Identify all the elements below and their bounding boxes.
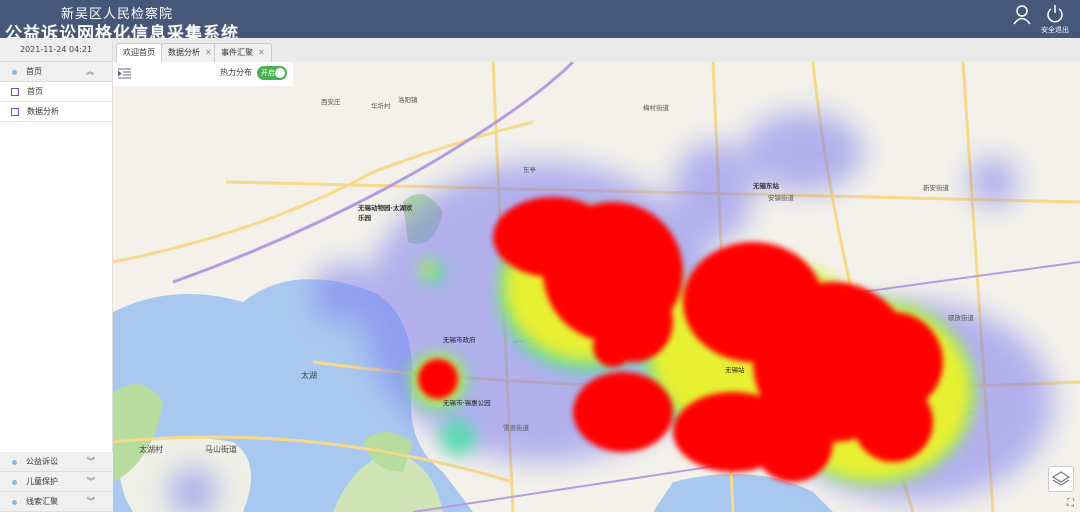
datetime: 2021-11-24 04:21: [0, 38, 112, 62]
org-name: 新吴区人民检察院: [61, 7, 174, 22]
dot-icon: [12, 500, 17, 505]
layers-button[interactable]: [1048, 466, 1074, 492]
map-canvas[interactable]: 洛阳镇 西安庄 华圻村 无锡动物园·太湖欢乐园 无锡东站 无锡市政府 无锡市·锡…: [113, 62, 1080, 512]
map-label: 无锡市·锡惠公园: [443, 399, 491, 407]
map-label: 无锡站: [725, 366, 745, 374]
chart-icon: [11, 108, 19, 116]
toggle-knob: [275, 68, 285, 78]
map-label: 无锡动物园·太湖欢乐园: [358, 204, 413, 222]
close-icon[interactable]: ✕: [258, 48, 265, 57]
map-label: 无锡东站: [753, 182, 779, 190]
sidebar-group-child[interactable]: 儿童保护 ︾: [0, 472, 113, 492]
sidebar: 2021-11-24 04:21 首页 ︽ 首页 数据分析 公益诉讼 ︾ 儿童保护 ︾…: [0, 38, 113, 512]
dot-icon: [12, 460, 17, 465]
power-icon[interactable]: [1046, 4, 1064, 24]
map-label: 雪浪街道: [503, 424, 529, 432]
menu-indent-icon[interactable]: [118, 68, 131, 79]
map-label: 东亭: [523, 166, 536, 174]
logout-button[interactable]: 安全退出: [1041, 26, 1069, 34]
sidebar-item-analysis[interactable]: 数据分析: [0, 102, 112, 122]
chart-icon: [11, 88, 19, 96]
tab-label: 事件汇聚: [221, 48, 253, 57]
tab-label: 欢迎首页: [123, 48, 155, 57]
map-label: 梅村街道: [643, 104, 669, 112]
group-label: 儿童保护: [26, 477, 58, 486]
sidebar-group-clues[interactable]: 线索汇聚 ︾: [0, 492, 113, 512]
dot-icon: [12, 480, 17, 485]
map-label: 无锡市政府: [443, 336, 476, 344]
user-icon[interactable]: [1012, 4, 1032, 26]
tab-bar: 欢迎首页 数据分析 ✕ 事件汇聚 ✕: [113, 38, 1080, 62]
map-label: 洛阳镇: [398, 96, 418, 104]
group-label: 线索汇聚: [26, 497, 58, 506]
map-label: 太湖村: [139, 445, 163, 454]
map-label: 华圻村: [371, 102, 391, 110]
chevron-up-icon: ︽: [86, 67, 94, 76]
fullscreen-icon[interactable]: ⛶: [1067, 498, 1074, 509]
close-icon[interactable]: ✕: [205, 48, 212, 57]
sidebar-group-home[interactable]: 首页 ︽: [0, 62, 112, 82]
sidebar-group-litigation[interactable]: 公益诉讼 ︾: [0, 452, 113, 472]
chevron-down-icon: ︾: [87, 457, 95, 466]
app-header: 新吴区人民检察院 公益诉讼网格化信息采集系统 安全退出: [0, 0, 1080, 44]
item-label: 数据分析: [27, 107, 59, 116]
item-label: 首页: [27, 87, 43, 96]
heatmap-toggle[interactable]: 开启: [257, 66, 287, 80]
map-label: 西安庄: [321, 98, 341, 106]
heatmap-label: 热力分布: [220, 68, 252, 77]
map-label: 新安街道: [923, 184, 949, 192]
map-label: 安镇街道: [768, 194, 794, 202]
chevron-down-icon: ︾: [87, 497, 95, 506]
map-label: 硕放街道: [948, 314, 974, 322]
group-label: 首页: [26, 67, 42, 76]
tab-welcome[interactable]: 欢迎首页: [116, 43, 162, 62]
tab-analysis[interactable]: 数据分析 ✕: [161, 43, 219, 62]
dot-icon: [12, 70, 17, 75]
tab-events[interactable]: 事件汇聚 ✕: [214, 43, 272, 62]
group-label: 公益诉讼: [26, 457, 58, 466]
chevron-down-icon: ︾: [87, 477, 95, 486]
map-label: 太湖: [301, 371, 317, 380]
layers-icon: [1051, 471, 1071, 486]
map-label: 马山街道: [205, 445, 237, 454]
toggle-label: 开启: [261, 69, 275, 77]
map-toolbar: 热力分布 开启: [113, 62, 293, 86]
map-base: [113, 62, 1080, 512]
tab-label: 数据分析: [168, 48, 200, 57]
sidebar-item-home[interactable]: 首页: [0, 82, 112, 102]
